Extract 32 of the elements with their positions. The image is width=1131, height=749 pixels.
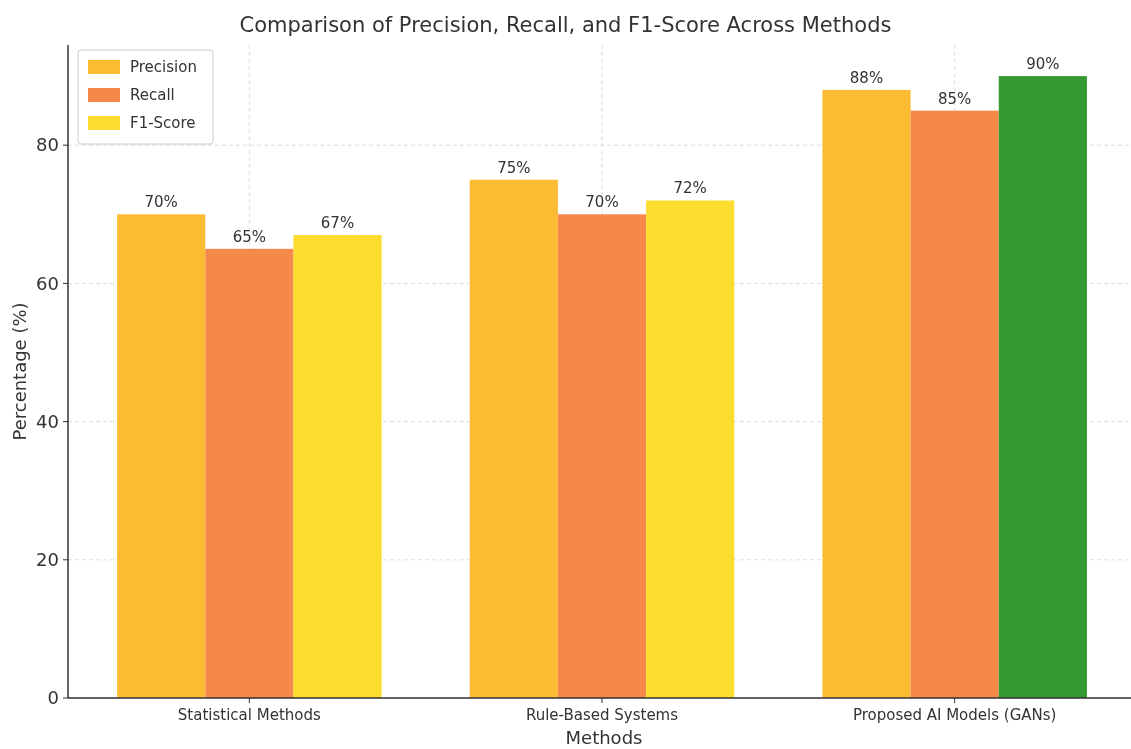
bar xyxy=(646,200,735,698)
legend-label: Recall xyxy=(130,86,175,105)
y-tick-label: 60 xyxy=(36,272,59,294)
bar xyxy=(910,110,999,698)
chart-title: Comparison of Precision, Recall, and F1-Score Across Methods xyxy=(239,13,892,37)
bar xyxy=(557,214,647,698)
legend-label: Precision xyxy=(130,58,197,77)
y-tick-label: 80 xyxy=(36,134,59,156)
data-label: 88% xyxy=(849,68,884,87)
bar xyxy=(822,89,911,698)
bar xyxy=(998,76,1087,698)
bar xyxy=(469,179,558,698)
x-tick-label: Statistical Methods xyxy=(177,706,321,724)
data-label: 65% xyxy=(232,227,267,246)
y-axis-title: Percentage (%) xyxy=(9,302,30,441)
data-label: 85% xyxy=(937,89,972,108)
data-label: 72% xyxy=(673,179,707,198)
bar xyxy=(205,248,294,698)
y-tick-label: 40 xyxy=(36,410,59,432)
data-label: 70% xyxy=(144,193,178,212)
data-label: 75% xyxy=(497,158,531,177)
bar xyxy=(117,214,206,698)
x-tick-label: Rule-Based Systems xyxy=(525,706,679,724)
y-tick-label: 0 xyxy=(47,687,59,709)
y-tick-label: 20 xyxy=(36,549,59,571)
data-label: 70% xyxy=(585,193,619,212)
x-axis-title: Methods xyxy=(565,727,643,748)
x-tick-label: Proposed AI Models (GANs) xyxy=(852,706,1057,724)
data-label: 90% xyxy=(1026,55,1060,74)
bar xyxy=(293,235,382,698)
legend-label: F1-Score xyxy=(130,114,196,133)
data-label: 67% xyxy=(320,214,355,233)
